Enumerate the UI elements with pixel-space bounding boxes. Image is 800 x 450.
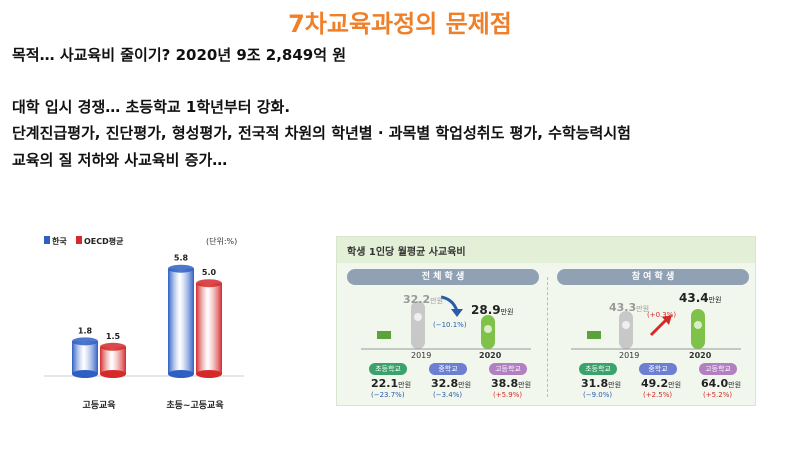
money-icon: [587, 331, 601, 339]
bar-value-0-0: 1.8: [78, 326, 93, 335]
pill-elementary-all: 초등학교: [369, 363, 407, 375]
bar-0-1: [100, 346, 126, 374]
bar-2019-participating: [619, 311, 633, 349]
bar-top-0-0: [72, 337, 98, 346]
up-arrow-head-icon: [662, 315, 672, 325]
year-2019-all: 2019: [411, 351, 432, 360]
change-high-participating: (+5.2%): [703, 391, 733, 399]
value-2019-all: 32.2만원: [403, 293, 444, 306]
bar-bottom-0-1: [100, 370, 126, 378]
value-elementary-participating: 31.8만원: [581, 377, 622, 390]
legend-swatch-1: [76, 236, 82, 244]
bar-1-0: [168, 268, 194, 374]
infographic-header: 학생 1인당 월평균 사교육비: [337, 237, 755, 263]
panel-label-participating: 참 여 학 생: [557, 269, 749, 285]
bar-2019-all: [411, 301, 425, 349]
value-middle-all: 32.8만원: [431, 377, 472, 390]
change-all: (−10.1%): [433, 321, 467, 329]
legend-label-1: OECD평균: [84, 236, 124, 246]
change-elementary-all: (−23.7%): [371, 391, 405, 399]
year-2019-participating: 2019: [619, 351, 640, 360]
bar-1-1: [196, 283, 222, 374]
coin-icon: [414, 313, 422, 321]
pill-high-participating: 고등학교: [699, 363, 737, 375]
text-line-3: 교육의 질 저하와 사교육비 증가…: [12, 151, 228, 169]
down-arrow-icon: [440, 295, 459, 312]
value-2020-all: 28.9만원: [471, 303, 514, 317]
money-icon: [377, 331, 391, 339]
value-elementary-all: 22.1만원: [371, 377, 412, 390]
panel-participating-students: 참 여 학 생 43.3만원 43.4만원 (+0.3%) 2019 2020 …: [551, 267, 751, 402]
panel-label-all: 전 체 학 생: [347, 269, 539, 285]
category-label-0: 고등교육: [82, 400, 115, 411]
coin-icon: [484, 325, 492, 333]
legend-label-0: 한국: [52, 236, 67, 246]
all-students-graphic: [361, 295, 531, 350]
bar-chart-svg: 한국 OECD평균 (단위:%) 1.8 1.5 고등교육 5.8 5.0 초등~고등교육: [44, 236, 244, 411]
text-line-1: 대학 입시 경쟁… 초등학교 1학년부터 강화.: [12, 98, 291, 116]
panel-all-students: 전 체 학 생 32.2만원 28.9만원 (−10.1%) 2019 2020…: [341, 267, 541, 402]
bar-value-0-1: 1.5: [106, 332, 121, 341]
coin-icon: [622, 321, 630, 329]
bar-top-1-0: [168, 264, 194, 273]
bar-bottom-0-0: [72, 370, 98, 378]
legend-swatch-0: [44, 236, 50, 244]
up-arrow-icon: [649, 317, 669, 337]
pill-middle-participating: 중학교: [639, 363, 677, 375]
infographic-title: 학생 1인당 월평균 사교육비: [347, 247, 466, 258]
purpose-line: 목적… 사교육비 줄이기? 2020년 9조 2,849억 원: [12, 46, 347, 64]
year-2020-participating: 2020: [689, 351, 712, 360]
down-arrow-head-icon: [451, 309, 463, 317]
pill-elementary-participating: 초등학교: [579, 363, 617, 375]
unit-label: (단위:%): [206, 236, 237, 246]
bar-bottom-1-0: [168, 370, 194, 378]
change-middle-participating: (+2.5%): [643, 391, 673, 399]
pill-middle-all: 중학교: [429, 363, 467, 375]
value-2020-participating: 43.4만원: [679, 291, 722, 305]
category-label-1: 초등~고등교육: [166, 400, 223, 411]
value-high-participating: 64.0만원: [701, 377, 742, 390]
bar-bottom-1-1: [196, 370, 222, 378]
private-education-infographic: 학생 1인당 월평균 사교육비 전 체 학 생 32.2만원 28.9만원 (−…: [336, 236, 756, 406]
education-spending-chart: 한국 OECD평균 (단위:%) 1.8 1.5 고등교육 5.8 5.0 초등~고등교육: [28, 222, 260, 420]
coin-icon: [694, 321, 702, 329]
page-title: 7차교육과정의 문제점: [288, 10, 512, 38]
change-high-all: (+5.9%): [493, 391, 523, 399]
value-middle-participating: 49.2만원: [641, 377, 682, 390]
panel-divider: [547, 277, 548, 397]
bar-top-1-1: [196, 279, 222, 288]
year-2020-all: 2020: [479, 351, 502, 360]
change-middle-all: (−3.4%): [433, 391, 463, 399]
bar-top-0-1: [100, 342, 126, 351]
value-high-all: 38.8만원: [491, 377, 532, 390]
bar-value-1-0: 5.8: [174, 254, 189, 263]
change-participating: (+0.3%): [647, 311, 677, 319]
participating-students-graphic: [571, 309, 741, 350]
change-elementary-participating: (−9.0%): [583, 391, 613, 399]
value-2019-participating: 43.3만원: [609, 301, 650, 314]
bar-value-1-1: 5.0: [202, 268, 217, 277]
pill-high-all: 고등학교: [489, 363, 527, 375]
bar-0-0: [72, 341, 98, 374]
text-line-2: 단계진급평가, 진단평가, 형성평가, 전국적 차원의 학년별 · 과목별 학업…: [12, 124, 631, 142]
